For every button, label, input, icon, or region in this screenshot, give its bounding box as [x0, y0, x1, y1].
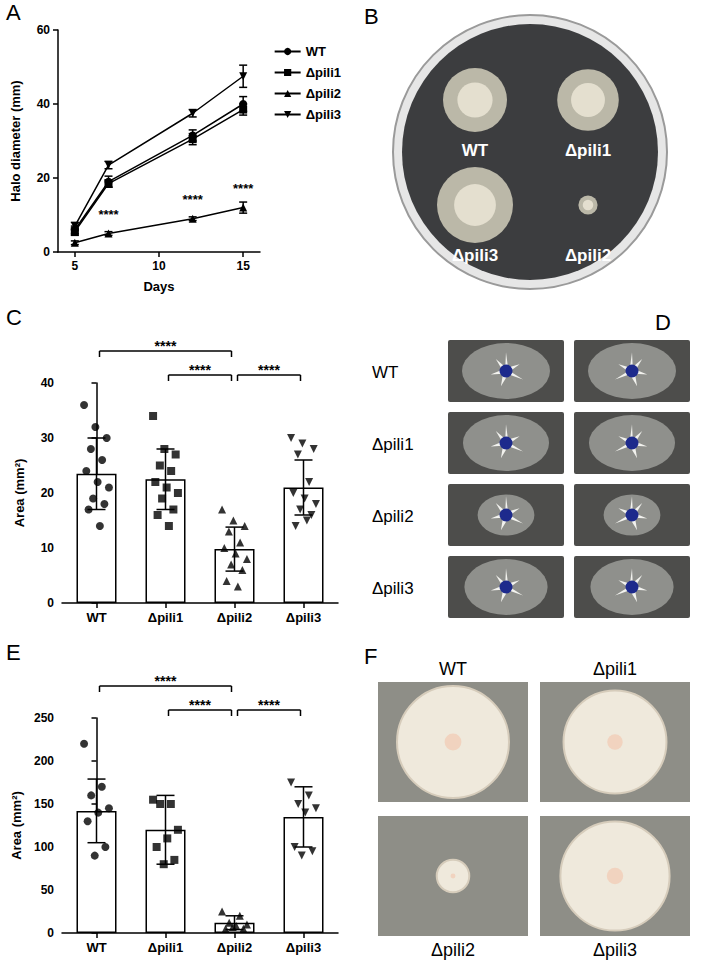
svg-text:Δpili1: Δpili1	[593, 659, 637, 679]
svg-text:250: 250	[34, 711, 54, 725]
svg-text:100: 100	[34, 840, 54, 854]
svg-text:****: ****	[189, 362, 211, 378]
svg-text:WT: WT	[439, 659, 467, 679]
svg-text:Area (mm²): Area (mm²)	[12, 459, 27, 528]
svg-text:****: ****	[189, 697, 211, 713]
html-text:E: E	[6, 640, 21, 665]
svg-text:Δpili2: Δpili2	[306, 86, 341, 101]
svg-text:Δpili3: Δpili3	[306, 107, 341, 122]
html-text:B: B	[364, 4, 379, 29]
svg-text:****: ****	[155, 338, 177, 354]
svg-text:****: ****	[258, 362, 280, 378]
svg-text:0: 0	[47, 926, 54, 940]
svg-text:15: 15	[236, 259, 250, 273]
svg-text:WT: WT	[462, 141, 489, 160]
svg-text:40: 40	[37, 97, 51, 111]
svg-text:40: 40	[41, 376, 55, 390]
svg-text:****: ****	[258, 697, 280, 713]
html-text:D: D	[655, 310, 671, 335]
svg-text:60: 60	[37, 23, 51, 37]
svg-text:Halo diameter (mm): Halo diameter (mm)	[8, 80, 23, 201]
svg-text:WT: WT	[86, 610, 106, 625]
svg-text:WT: WT	[306, 44, 326, 59]
svg-text:Δpili2: Δpili2	[431, 940, 475, 960]
html-text:C: C	[6, 305, 22, 330]
svg-text:0: 0	[43, 245, 50, 259]
svg-text:Δpili2: Δpili2	[372, 507, 414, 526]
svg-text:Δpili1: Δpili1	[148, 610, 183, 625]
svg-text:Δpili3: Δpili3	[593, 940, 637, 960]
svg-text:****: ****	[183, 192, 204, 207]
svg-text:****: ****	[155, 673, 177, 689]
html-text:F: F	[364, 644, 378, 669]
svg-text:10: 10	[41, 541, 55, 555]
svg-text:0: 0	[47, 596, 54, 610]
svg-text:150: 150	[34, 797, 54, 811]
svg-text:20: 20	[41, 486, 55, 500]
svg-text:Days: Days	[143, 279, 174, 294]
svg-text:10: 10	[152, 259, 166, 273]
svg-text:200: 200	[34, 754, 54, 768]
svg-text:Δpili1: Δpili1	[306, 65, 341, 80]
svg-text:WT: WT	[372, 363, 398, 382]
svg-text:Δpili2: Δpili2	[217, 610, 252, 625]
svg-text:Δpili2: Δpili2	[217, 940, 252, 955]
svg-text:Δpili2: Δpili2	[565, 246, 611, 265]
html-text:A: A	[6, 0, 21, 25]
svg-text:Δpili1: Δpili1	[372, 435, 414, 454]
svg-text:****: ****	[233, 181, 254, 196]
svg-text:20: 20	[37, 171, 51, 185]
svg-text:30: 30	[41, 431, 55, 445]
svg-text:Area (mm²): Area (mm²)	[9, 791, 24, 860]
svg-text:Δpili3: Δpili3	[452, 246, 498, 265]
svg-text:****: ****	[98, 207, 119, 222]
svg-text:5: 5	[71, 259, 78, 273]
svg-text:Δpili1: Δpili1	[148, 940, 183, 955]
svg-text:Δpili3: Δpili3	[372, 579, 414, 598]
svg-text:Δpili1: Δpili1	[565, 141, 611, 160]
svg-text:Δpili3: Δpili3	[286, 610, 321, 625]
svg-text:WT: WT	[86, 940, 106, 955]
svg-text:Δpili3: Δpili3	[286, 940, 321, 955]
svg-text:50: 50	[41, 883, 55, 897]
